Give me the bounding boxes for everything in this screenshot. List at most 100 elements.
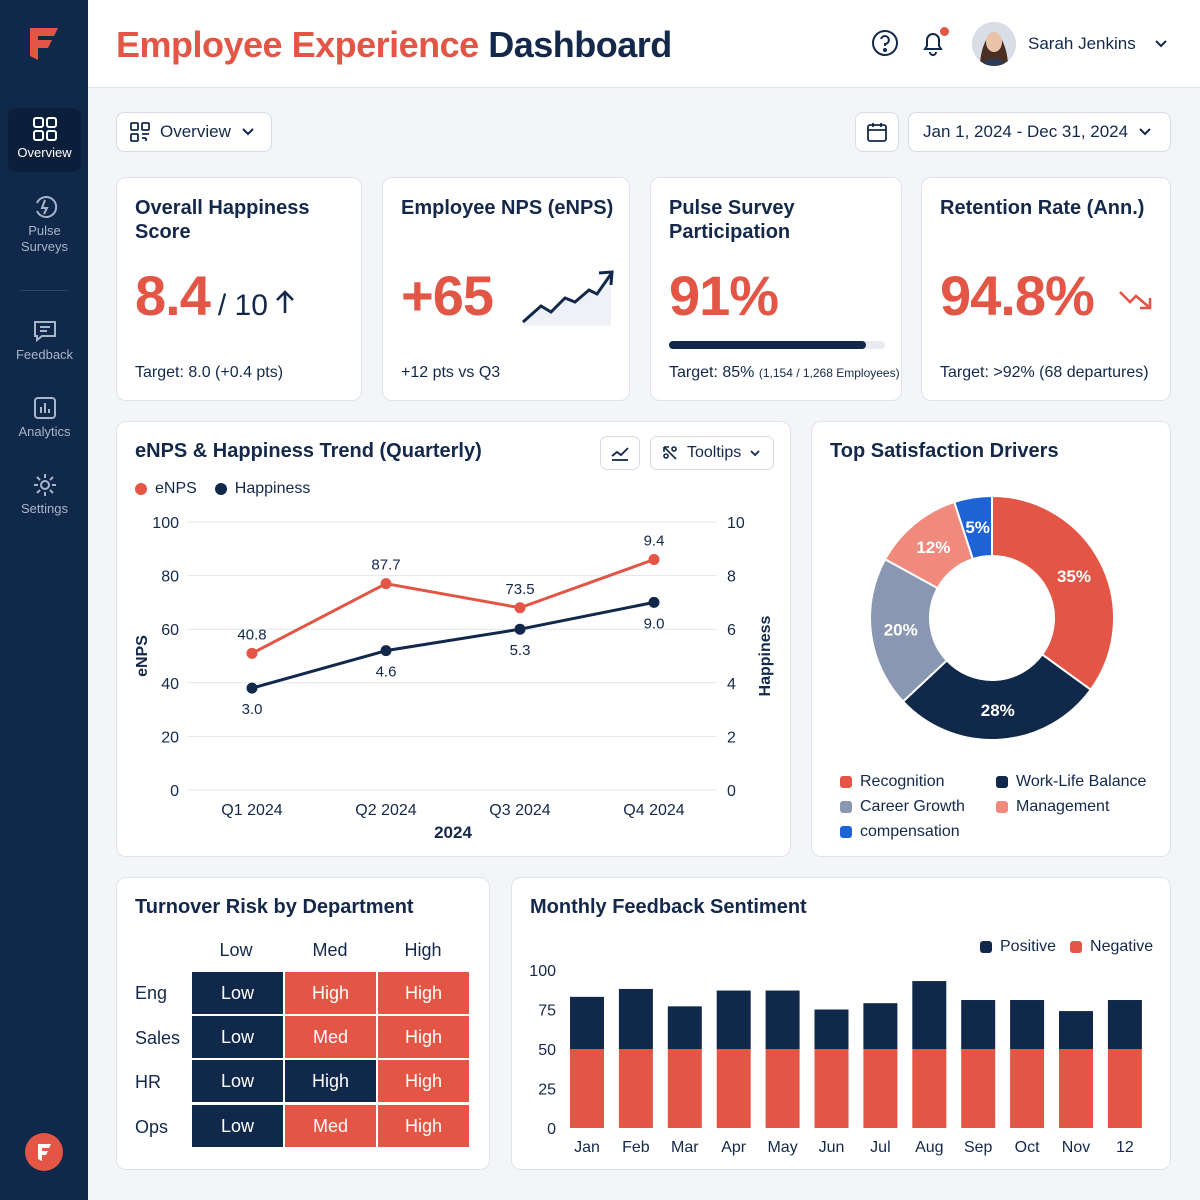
bar-positive <box>912 981 947 1049</box>
participation-progress-track <box>669 341 885 349</box>
brand-logo[interactable] <box>26 24 62 64</box>
calendar-icon <box>867 123 887 142</box>
data-label-enps: 73.5 <box>505 581 534 598</box>
legend-item-work-life-balance: Work-Life Balance <box>996 773 1146 791</box>
legend-swatch <box>840 776 852 788</box>
gear-icon <box>33 474 56 496</box>
legend-swatch-happiness <box>214 483 227 495</box>
card-title: Turnover Risk by Department <box>135 896 414 918</box>
chevron-down-icon <box>750 450 760 457</box>
chevron-down-icon[interactable] <box>1154 37 1168 51</box>
sidebar-item-label: Feedback <box>15 347 74 362</box>
x-tick-label: Q2 2024 <box>355 802 416 819</box>
x-tick-label: Aug <box>915 1139 943 1156</box>
y2-tick-label: 4 <box>727 676 736 693</box>
view-selector-label: Overview <box>160 122 231 141</box>
y-tick-label: 20 <box>161 729 179 746</box>
bar-positive <box>863 1003 898 1049</box>
kpi-value: +65 <box>401 264 494 327</box>
participation-progress-fill <box>669 341 866 349</box>
y2-tick-label: 2 <box>727 729 736 746</box>
help-button[interactable] <box>870 28 900 58</box>
data-point-happiness <box>648 596 660 608</box>
risk-cell[interactable]: Low <box>191 1015 284 1059</box>
x-tick-label: Jun <box>819 1139 845 1156</box>
legend-label-happiness: Happiness <box>234 480 311 497</box>
y2-tick-label: 6 <box>727 622 736 639</box>
risk-cell[interactable]: High <box>284 1059 377 1103</box>
y2-tick-label: 8 <box>727 569 736 586</box>
risk-cell[interactable]: Low <box>191 971 284 1015</box>
avatar[interactable] <box>972 22 1016 66</box>
tooltips-toggle[interactable]: Tooltips <box>650 436 774 470</box>
brand-badge-icon[interactable] <box>25 1133 63 1171</box>
x-tick-label: Nov <box>1062 1139 1090 1156</box>
data-label-happiness: 4.6 <box>376 664 397 681</box>
tooltips-icon <box>663 446 677 460</box>
risk-cell[interactable]: High <box>377 1059 470 1103</box>
bar-positive <box>1059 1011 1093 1049</box>
bar-chart-icon <box>33 397 56 419</box>
sidebar-item-pulse-surveys[interactable]: Pulse Surveys <box>8 186 81 266</box>
risk-cell[interactable]: Low <box>191 1104 284 1148</box>
risk-row-label: HR <box>135 1072 161 1092</box>
donut-slice-work-life-balance <box>901 653 1093 741</box>
chart-type-button[interactable] <box>600 436 640 470</box>
x-tick-label: Sep <box>964 1139 993 1156</box>
x-tick-label: Jul <box>870 1139 890 1156</box>
risk-cell[interactable]: Med <box>284 1104 377 1148</box>
trend-down-icon <box>1119 291 1152 310</box>
legend-item-career-growth: Career Growth <box>840 798 965 816</box>
data-point-enps <box>648 554 660 566</box>
risk-cell[interactable]: Med <box>284 1015 377 1059</box>
y-tick-label: 100 <box>152 515 179 532</box>
chat-icon <box>33 321 56 343</box>
risk-cell[interactable]: High <box>377 1015 470 1059</box>
brand-mark-icon <box>38 1144 51 1161</box>
x-tick-label: Jan <box>574 1139 600 1156</box>
kpi-value: 8.4 <box>135 264 211 327</box>
kpi-title: Overall Happiness Score <box>135 197 310 243</box>
chart-legend: eNPS Happiness <box>135 480 310 498</box>
bar-positive <box>570 996 604 1049</box>
view-selector[interactable]: Overview <box>116 112 272 152</box>
sidebar-item-feedback[interactable]: Feedback <box>8 310 81 374</box>
sidebar-item-overview[interactable]: Overview <box>8 108 81 172</box>
y-tick-label: 80 <box>161 569 179 586</box>
trend-card: eNPS & Happiness Trend (Quarterly) Toolt… <box>116 421 791 857</box>
bar-negative <box>863 1049 898 1128</box>
risk-cell[interactable]: High <box>284 971 377 1015</box>
line-chart-icon <box>611 447 629 461</box>
sidebar-item-analytics[interactable]: Analytics <box>8 387 81 451</box>
calendar-button[interactable] <box>855 112 899 152</box>
data-point-enps <box>380 578 392 590</box>
y-tick-label: 0 <box>170 783 179 800</box>
risk-cell[interactable]: Low <box>191 1059 284 1103</box>
notifications-button[interactable] <box>918 25 951 58</box>
legend-label: Recognition <box>860 773 945 790</box>
risk-cell[interactable]: High <box>377 1104 470 1148</box>
kpi-title: Pulse Survey Participation <box>669 197 795 243</box>
series-line-enps <box>251 558 655 655</box>
kpi-scale: / 10 <box>217 289 268 322</box>
data-label-happiness: 3.0 <box>242 701 263 718</box>
user-name[interactable]: Sarah Jenkins <box>1028 34 1136 53</box>
y-tick-label: 40 <box>161 676 179 693</box>
sidebar-item-settings[interactable]: Settings <box>8 464 81 528</box>
risk-column-header: Med <box>312 940 348 960</box>
arrow-up-icon <box>275 290 294 313</box>
bar-negative <box>1107 1049 1142 1128</box>
date-range-picker[interactable]: Jan 1, 2024 - Dec 31, 2024 <box>908 112 1171 152</box>
y2-tick-label: 10 <box>727 515 745 532</box>
sidebar-divider <box>20 290 68 291</box>
risk-cell[interactable]: High <box>377 971 470 1015</box>
x-tick-label: Q1 2024 <box>221 802 282 819</box>
legend-label-positive: Positive <box>1000 938 1057 955</box>
data-label-happiness: 5.3 <box>510 642 531 659</box>
bar-negative <box>667 1049 702 1128</box>
risk-row-label: Ops <box>135 1117 169 1137</box>
donut-slice-label: 28% <box>981 701 1015 720</box>
sentiment-bar-chart: 0 25 50 75 100 Jan Feb Mar Apr May Jun Jul Aug Sep Oct… <box>529 963 1142 1156</box>
kpi-card-retention: Retention Rate (Ann.) 94.8% Target: >92%… <box>921 177 1171 401</box>
kpi-delta: +12 pts vs Q3 <box>401 364 501 381</box>
